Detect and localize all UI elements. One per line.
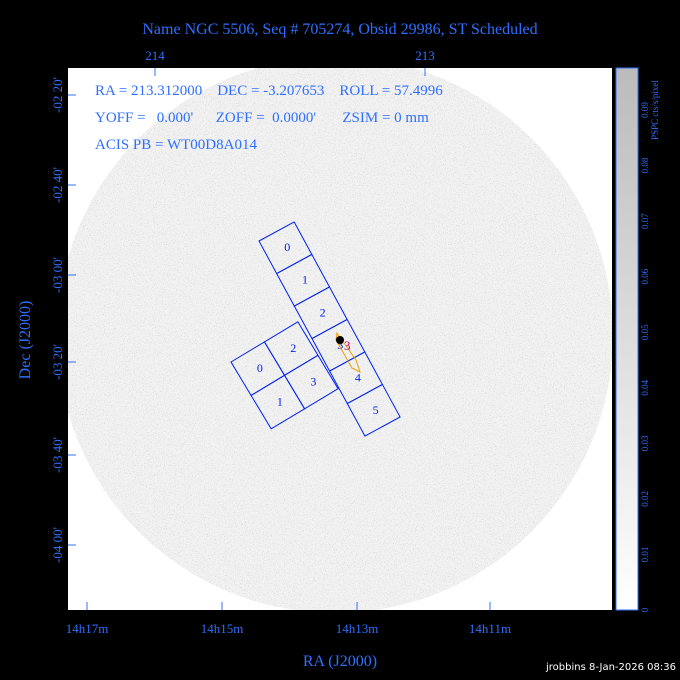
- left-tick-label: -02 20': [50, 77, 65, 113]
- chip: [346, 383, 401, 437]
- colorbar-tick-label: 0.01: [640, 547, 650, 563]
- colorbar-tick-label: 0.08: [640, 157, 650, 173]
- left-tick-label: -03 20': [50, 344, 65, 380]
- colorbar-label: PSPC cts/s/pixel: [650, 80, 660, 140]
- chip-label: 3: [337, 338, 343, 352]
- bottom-tick-label: 14h13m: [336, 621, 379, 636]
- i-array: 0 2 1 3: [230, 321, 339, 430]
- title: Name NGC 5506, Seq # 705274, Obsid 29986…: [142, 21, 537, 38]
- chip-label: 1: [277, 395, 283, 409]
- info-line: YOFF = 0.000' ZOFF = 0.0000' ZSIM = 0 mm: [95, 110, 429, 126]
- chip-label: 1: [302, 273, 308, 287]
- x-label: RA (J2000): [303, 653, 377, 670]
- chip-label: 2: [290, 341, 296, 355]
- info: RA = 213.312000 DEC = -3.207653 ROLL = 5…: [95, 83, 443, 153]
- chip-label: 0: [257, 361, 263, 375]
- chip-label: 5: [373, 403, 379, 417]
- chip-label: 2: [320, 305, 326, 319]
- top-tick-label: 214: [145, 48, 165, 63]
- colorbar-tick-label: 0.03: [640, 435, 650, 451]
- colorbar-tick-label: 0: [640, 607, 650, 612]
- left-tick-label: -04 00': [50, 527, 65, 563]
- colorbar: [615, 67, 639, 611]
- target-label: 3: [344, 338, 351, 353]
- colorbar-tick-label: 0.05: [640, 324, 650, 340]
- colorbar-tick-label: 0.07: [640, 213, 650, 229]
- info-line: RA = 213.312000 DEC = -3.207653 ROLL = 5…: [95, 83, 443, 99]
- chip-label: 3: [310, 374, 316, 388]
- y-label: Dec (J2000): [17, 301, 34, 380]
- colorbar-tick-label: 0.02: [640, 491, 650, 507]
- s-array: 0 1 2 3 4 5: [258, 221, 401, 437]
- chip-label: 0: [284, 240, 290, 254]
- footer: jrobbins 8-Jan-2026 08:36: [545, 662, 676, 673]
- target-outline: [335, 331, 361, 373]
- left-tick-label: -02 40': [50, 167, 65, 203]
- left-tick-label: -03 40': [50, 437, 65, 473]
- bottom-tick-label: 14h17m: [66, 621, 109, 636]
- bottom-tick-label: 14h11m: [469, 621, 511, 636]
- left-tick-label: -03 00': [50, 257, 65, 293]
- bottom-tick-label: 14h15m: [201, 621, 244, 636]
- chip-label: 4: [355, 370, 361, 384]
- info-line: ACIS PB = WT00D8A014: [95, 137, 257, 153]
- top-tick-label: 213: [415, 48, 435, 63]
- target: [336, 336, 344, 344]
- colorbar-tick-label: 0.09: [640, 102, 650, 118]
- chip: [283, 354, 339, 410]
- colorbar-tick-label: 0.06: [640, 268, 650, 284]
- colorbar-tick-label: 0.04: [640, 379, 650, 395]
